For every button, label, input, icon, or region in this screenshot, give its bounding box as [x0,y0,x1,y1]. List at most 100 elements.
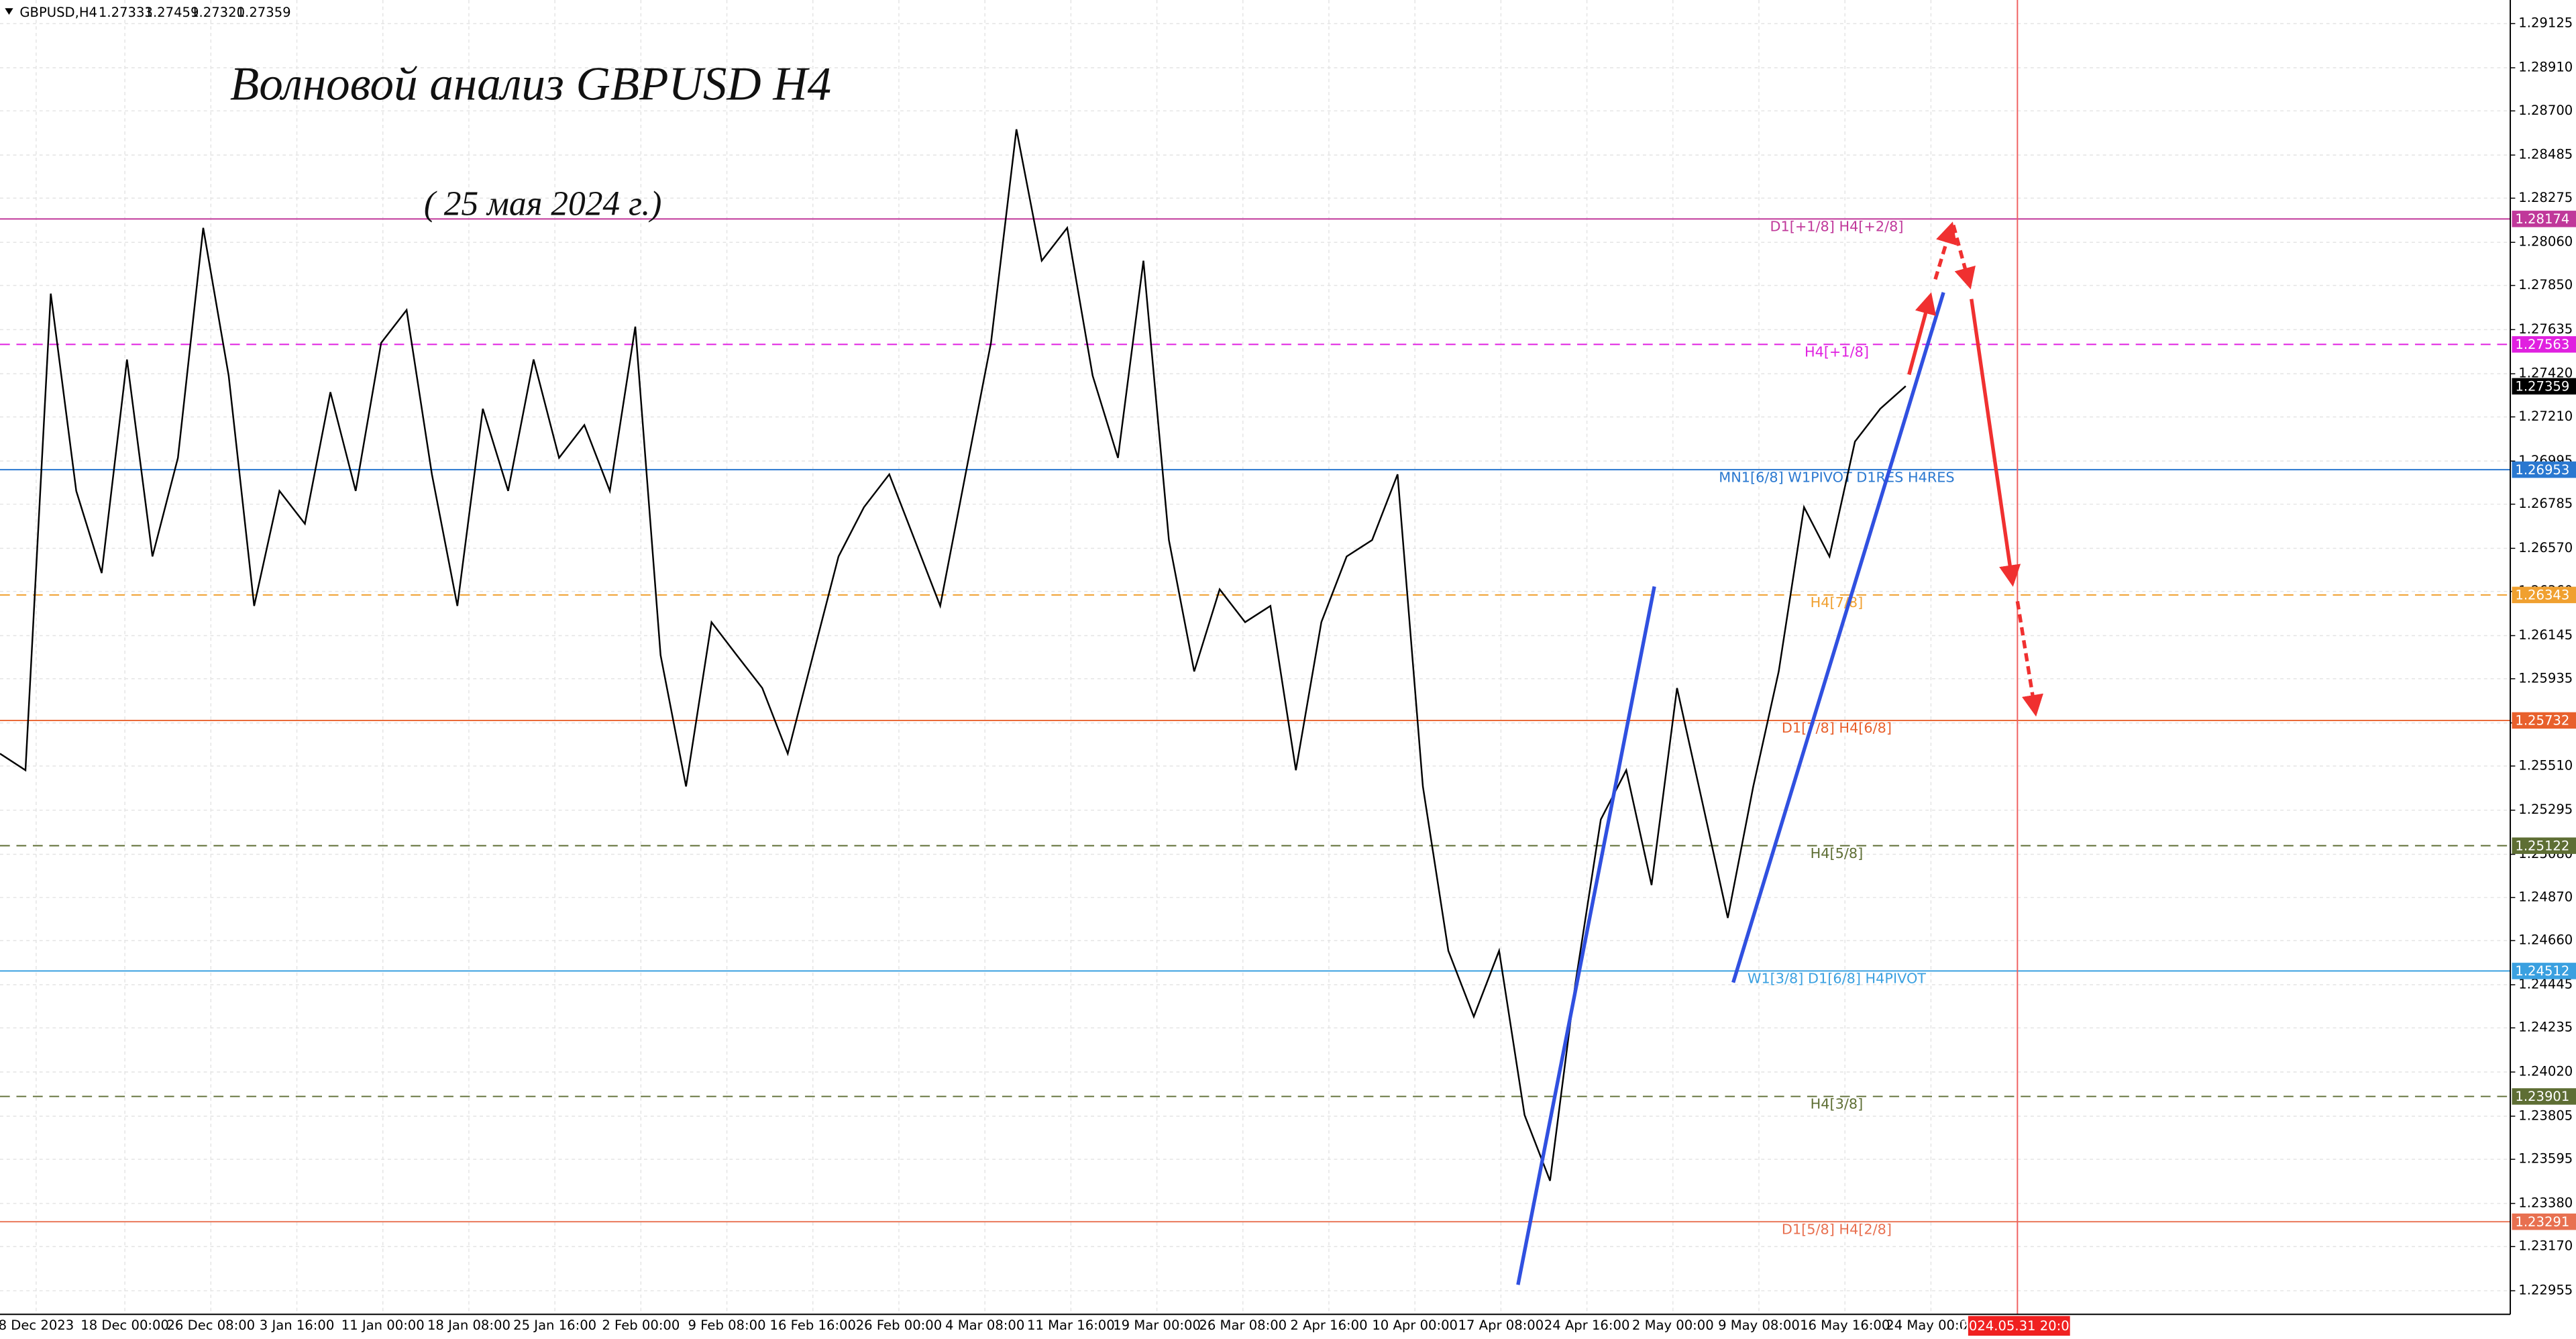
current-price: 1.27359 [2515,379,2569,394]
y-tick-label: 1.23380 [2518,1195,2573,1210]
level-price: 1.27563 [2515,337,2569,352]
level-label: H4[+1/8] [1805,344,1869,360]
x-tick-label: 16 May 16:00 [1800,1318,1890,1333]
level-price: 1.26343 [2515,588,2569,603]
x-tick-label: 10 Apr 00:00 [1372,1318,1458,1333]
chart-subtitle: ( 25 мая 2024 г.) [424,184,661,223]
arrow [1951,224,1976,290]
level-label: MN1[6/8] W1PIVOT D1RES H4RES [1719,469,1954,485]
level-price-box [2512,712,2576,729]
x-tick-label: 18 Jan 08:00 [427,1318,511,1333]
y-tick-label: 1.28060 [2518,234,2573,250]
level-label: D1[+1/8] H4[+2/8] [1770,219,1903,235]
y-tick-label: 1.23170 [2518,1238,2573,1254]
level-label: H4[3/8] [1811,1096,1864,1112]
x-tick-label: 19 Mar 00:00 [1113,1318,1201,1333]
x-tick-label: 26 Feb 00:00 [856,1318,942,1333]
y-tick-label: 1.24660 [2518,932,2573,948]
time-marker-box [1968,1316,2070,1336]
y-tick-label: 1.28910 [2518,60,2573,75]
x-tick-label: 9 May 08:00 [1718,1318,1800,1333]
y-tick-label: 1.27210 [2518,409,2573,424]
x-tick-label: 3 Jan 16:00 [260,1318,335,1333]
y-tick-label: 1.25295 [2518,802,2573,817]
price-line [0,129,1907,1181]
y-tick-label: 1.27850 [2518,277,2573,292]
level-price: 1.24512 [2515,963,2569,979]
y-tick-label: 1.23595 [2518,1151,2573,1167]
arrow [1933,221,1957,280]
x-tick-label: 24 May 00:00 [1886,1318,1976,1333]
y-tick-label: 1.24020 [2518,1064,2573,1079]
x-tick-label: 18 Dec 00:00 [80,1318,169,1333]
arrow [1907,292,1937,376]
x-tick-label: 2 May 00:00 [1632,1318,1714,1333]
level-price-box [2512,963,2576,979]
symbol: GBPUSD,H4 [19,5,97,20]
level-price: 1.23901 [2515,1089,2569,1104]
low: 1.27320 [191,5,245,20]
arrow [2015,600,2043,717]
level-price-box [2512,461,2576,478]
y-tick-label: 1.26145 [2518,627,2573,643]
y-tick-label: 1.22955 [2518,1283,2573,1298]
y-tick-label: 1.28700 [2518,103,2573,118]
level-price: 1.28174 [2515,211,2569,227]
arrow [1970,299,2021,587]
level-price: 1.25732 [2515,713,2569,729]
y-tick-label: 1.23805 [2518,1108,2573,1123]
y-tick-label: 1.27420 [2518,366,2573,381]
time-marker-label: 2024.05.31 20:00 [1960,1318,2078,1334]
level-label: H4[7/8] [1811,594,1864,610]
x-tick-label: 16 Feb 16:00 [770,1318,856,1333]
level-label: D1[7/8] H4[6/8] [1782,720,1892,736]
x-tick-label: 11 Jan 00:00 [341,1318,425,1333]
close: 1.27359 [237,5,291,20]
open: 1.27333 [99,5,153,20]
level-price-box [2512,1213,2576,1230]
level-price-box [2512,1088,2576,1105]
trend-line [1516,586,1656,1285]
x-tick-label: 2 Apr 16:00 [1290,1318,1367,1333]
x-tick-label: 26 Dec 08:00 [166,1318,255,1333]
x-tick-label: 11 Mar 16:00 [1027,1318,1115,1333]
y-tick-label: 1.26570 [2518,540,2573,555]
x-tick-label: 24 Apr 16:00 [1544,1318,1630,1333]
x-tick-label: 8 Dec 2023 [0,1318,74,1333]
level-price: 1.26953 [2515,462,2569,478]
high: 1.27459 [145,5,199,20]
y-tick-label: 1.26785 [2518,496,2573,511]
x-tick-label: 17 Apr 08:00 [1458,1318,1544,1333]
y-tick-label: 1.25935 [2518,670,2573,686]
level-price: 1.25122 [2515,838,2569,853]
y-tick-label: 1.25510 [2518,757,2573,773]
levels: D1[+1/8] H4[+2/8] H4[+1/8] MN1[6/8] W1PIVO… [0,218,2511,1237]
x-tick-label: 2 Feb 00:00 [602,1318,680,1333]
x-tick-label: 25 Jan 16:00 [513,1318,596,1333]
trend-line [1731,292,1945,983]
level-price-box [2512,336,2576,353]
level-label: W1[3/8] D1[6/8] H4PIVOT [1748,971,1926,987]
y-tick-label: 1.29125 [2518,15,2573,31]
menu-icon [5,8,13,15]
y-tick-label: 1.24445 [2518,976,2573,992]
current-price-box [2512,378,2576,395]
y-tick-label: 1.28485 [2518,147,2573,162]
x-tick-label: 4 Mar 08:00 [945,1318,1024,1333]
trend-lines [1516,292,1945,1285]
x-tick-label: 26 Mar 08:00 [1199,1318,1287,1333]
chart-title: Волновой анализ GBPUSD H4 [230,58,831,111]
forecast-arrows [1907,221,2043,717]
level-price-box [2512,586,2576,604]
level-label: H4[5/8] [1811,845,1864,861]
x-tick-label: 9 Feb 08:00 [688,1318,766,1333]
level-price: 1.23291 [2515,1214,2569,1230]
y-tick-label: 1.28275 [2518,190,2573,205]
axes: 1.29125 1.28910 1.28700 1.28485 1.28275 1.280… [0,15,2576,1336]
y-tick-label: 1.27635 [2518,321,2573,337]
level-price-box [2512,837,2576,854]
price [0,129,1907,1181]
y-tick-label: 1.24235 [2518,1020,2573,1035]
